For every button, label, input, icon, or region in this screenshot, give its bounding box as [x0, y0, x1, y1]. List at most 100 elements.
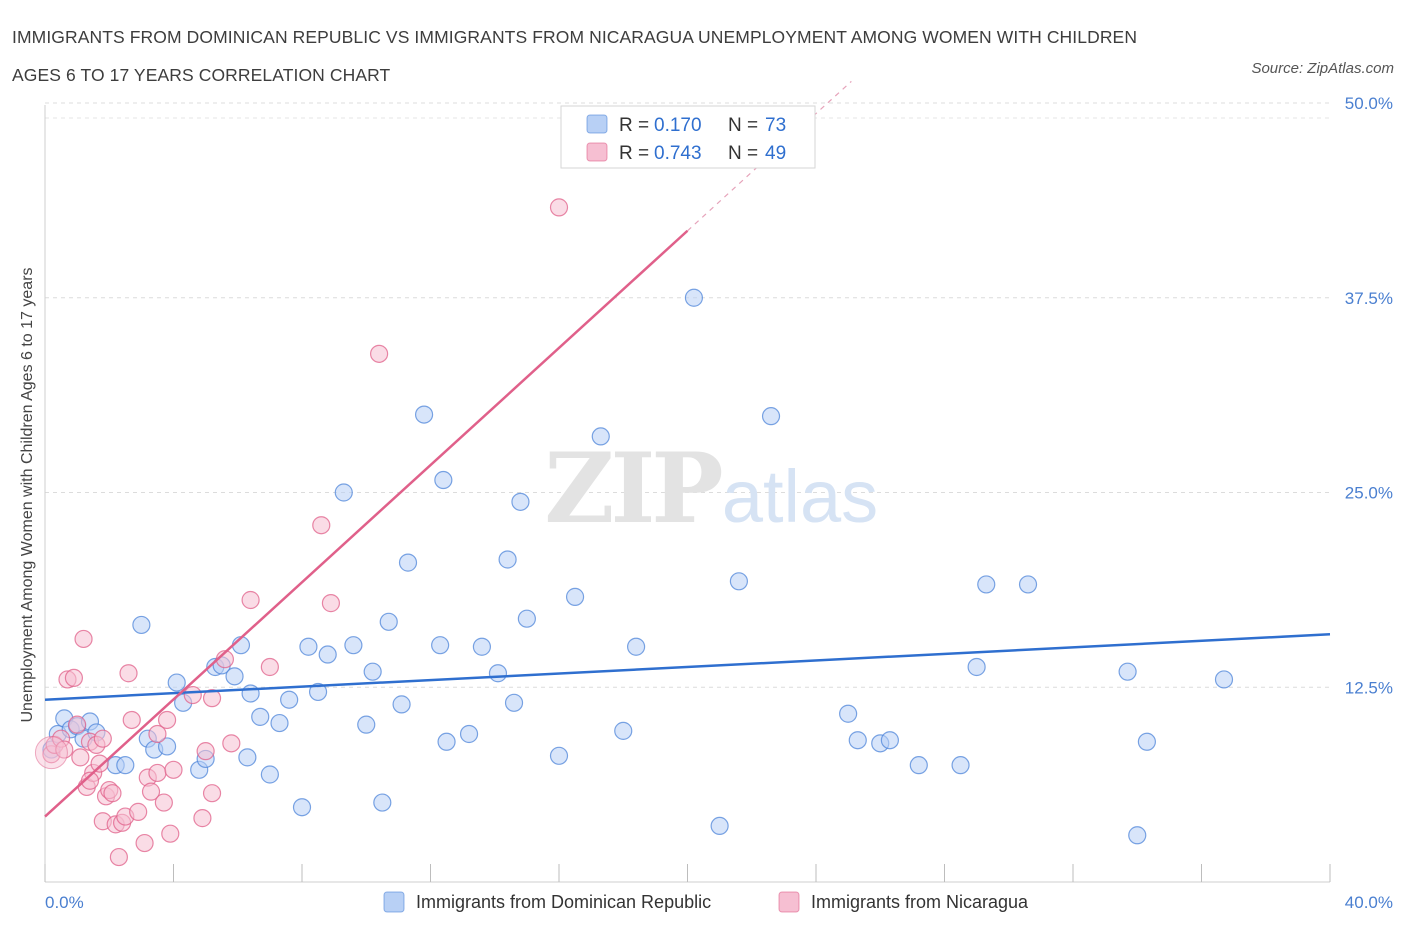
bottom-legend-label-nicaragua: Immigrants from Nicaragua: [811, 892, 1029, 912]
point-nicaragua: [157, 710, 177, 730]
y-tick-label: 12.5%: [1345, 678, 1393, 697]
point-dominican-republic: [511, 492, 530, 511]
point-dominican-republic: [909, 756, 928, 775]
legend-n-label: N =: [728, 143, 758, 164]
bottom-legend-label-dominican: Immigrants from Dominican Republic: [416, 892, 711, 912]
point-dominican-republic: [299, 637, 318, 656]
point-dominican-republic: [977, 575, 996, 594]
grid-lines: [45, 102, 1330, 688]
point-dominican-republic: [241, 684, 260, 703]
point-dominican-republic: [363, 662, 382, 681]
point-dominican-republic: [880, 731, 899, 750]
point-dominican-republic: [157, 737, 177, 756]
point-dominican-republic: [260, 765, 279, 784]
point-nicaragua: [135, 833, 154, 853]
point-dominican-republic: [116, 756, 135, 775]
point-nicaragua: [122, 710, 141, 730]
point-dominican-republic: [334, 483, 353, 502]
point-dominican-republic: [308, 682, 328, 702]
point-nicaragua: [196, 742, 215, 761]
legend-r-value: 0.170: [654, 115, 702, 136]
point-nicaragua: [119, 664, 138, 683]
point-dominican-republic: [398, 553, 418, 572]
legend-swatch: [586, 114, 608, 134]
point-dominican-republic: [1214, 670, 1234, 689]
point-nicaragua: [549, 198, 569, 217]
point-dominican-republic: [614, 721, 633, 740]
point-dominican-republic: [225, 667, 244, 686]
legend: R = 0.170 N = 73 R = 0.743 N = 49: [560, 105, 816, 169]
point-nicaragua: [222, 734, 241, 753]
point-nicaragua: [164, 760, 183, 779]
x-tick-label-min: 0.0%: [45, 893, 84, 912]
tick-labels: 12.5% 25.0% 37.5% 50.0% 0.0% 40.0%: [45, 94, 1393, 912]
chart-title: IMMIGRANTS FROM DOMINICAN REPUBLIC VS IM…: [12, 27, 1138, 85]
point-nicaragua: [103, 784, 122, 803]
point-dominican-republic: [379, 612, 398, 631]
point-nicaragua: [202, 689, 222, 708]
point-dominican-republic: [488, 664, 508, 683]
point-dominican-republic: [549, 746, 569, 765]
legend-r-label: R =: [619, 115, 649, 136]
watermark: ZIP atlas: [544, 432, 878, 545]
point-dominican-republic: [1018, 575, 1038, 594]
point-dominican-republic: [1128, 826, 1147, 845]
point-dominican-republic: [318, 645, 337, 664]
point-dominican-republic: [591, 427, 610, 446]
point-dominican-republic: [1118, 662, 1137, 681]
point-nicaragua: [55, 740, 74, 759]
legend-n-label: N =: [728, 115, 758, 136]
point-nicaragua: [193, 809, 212, 828]
x-tick-label-max: 40.0%: [1345, 893, 1393, 912]
point-dominican-republic: [280, 690, 299, 709]
point-dominican-republic: [373, 793, 392, 812]
point-nicaragua: [74, 629, 93, 649]
point-dominican-republic: [710, 816, 729, 836]
point-nicaragua-cluster: [34, 736, 68, 770]
legend-n-value: 49: [765, 143, 786, 164]
trend-line-dominican-republic: [44, 633, 1331, 701]
point-dominican-republic: [848, 731, 867, 750]
point-dominican-republic: [839, 704, 858, 723]
point-dominican-republic: [684, 288, 704, 307]
point-nicaragua: [154, 793, 173, 812]
point-dominican-republic: [344, 636, 363, 655]
point-dominican-republic: [357, 715, 376, 734]
point-dominican-republic: [392, 695, 411, 714]
legend-n-value: 73: [765, 115, 786, 136]
point-nicaragua: [64, 668, 84, 688]
point-dominican-republic: [729, 572, 749, 591]
point-nicaragua: [90, 754, 109, 773]
point-nicaragua: [312, 516, 331, 535]
point-dominican-republic: [761, 407, 781, 426]
point-dominican-republic: [238, 748, 257, 767]
legend-r-label: R =: [619, 143, 649, 164]
point-nicaragua: [260, 657, 279, 677]
legend-swatch: [586, 142, 608, 162]
point-dominican-republic: [1137, 732, 1156, 751]
point-nicaragua: [141, 782, 161, 801]
data-points: [34, 198, 1234, 867]
point-dominican-republic: [292, 798, 312, 817]
point-dominican-republic: [434, 470, 453, 490]
point-nicaragua: [109, 847, 128, 867]
point-dominican-republic: [167, 673, 186, 692]
point-nicaragua: [80, 771, 100, 790]
point-nicaragua: [93, 729, 112, 748]
point-nicaragua: [241, 590, 260, 610]
y-tick-label: 25.0%: [1345, 484, 1393, 503]
point-dominican-republic: [967, 657, 986, 677]
point-dominican-republic: [132, 615, 151, 635]
point-dominican-republic: [517, 609, 536, 628]
point-dominican-republic: [951, 756, 970, 775]
point-nicaragua: [148, 763, 167, 783]
point-dominican-republic: [565, 587, 585, 606]
point-dominican-republic: [251, 707, 270, 726]
point-dominican-republic: [626, 637, 646, 656]
bottom-legend: Immigrants from Dominican Republic Immigr…: [383, 891, 1029, 913]
bottom-legend-swatch-dominican: [383, 891, 405, 913]
watermark-zip: ZIP: [544, 432, 721, 545]
chart-source: Source: ZipAtlas.com: [1251, 60, 1394, 77]
point-dominican-republic: [472, 637, 491, 656]
